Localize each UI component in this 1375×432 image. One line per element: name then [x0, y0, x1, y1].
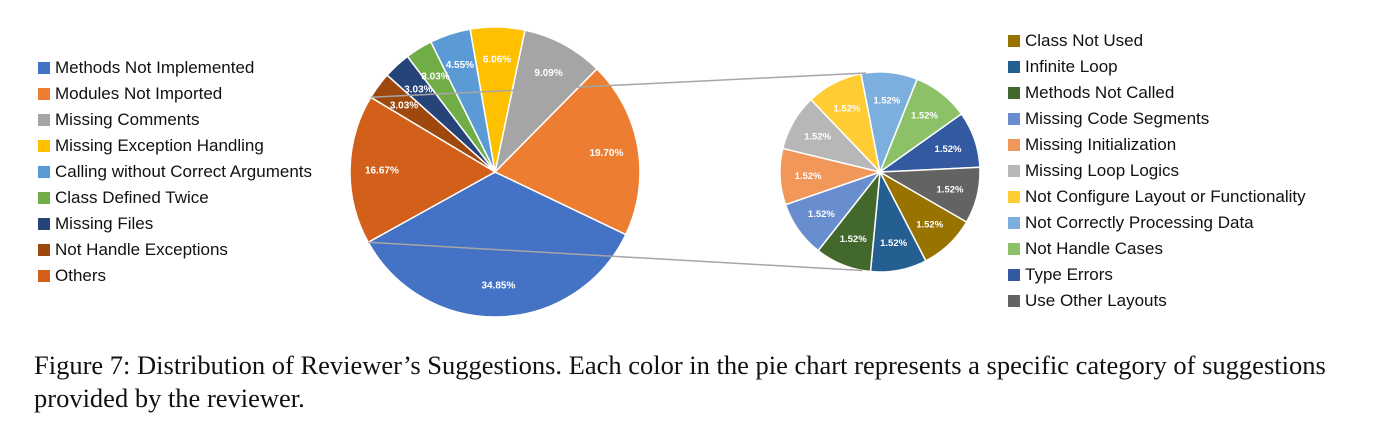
others-legend-label: Missing Code Segments	[1025, 109, 1210, 128]
connector-line-top	[370, 72, 867, 99]
others-legend-swatch	[1008, 113, 1020, 125]
main-legend-label: Missing Exception Handling	[55, 136, 264, 155]
others-legend-label: Missing Initialization	[1025, 135, 1177, 154]
others-legend-item-methods-not-called: Methods Not Called	[1008, 80, 1306, 106]
main-slice-methods-not-implemented	[367, 171, 627, 318]
others-legend-item-type-errors: Type Errors	[1008, 262, 1306, 288]
main-value-label-class-defined-twice: 3.03%	[421, 71, 449, 82]
main-legend-swatch	[38, 88, 50, 100]
main-legend-swatch	[38, 218, 50, 230]
others-value-label-type-errors: 1.52%	[935, 144, 962, 155]
main-legend-swatch	[38, 270, 50, 282]
main-slice-modules-not-imported	[493, 67, 641, 236]
main-value-label-modules-not-imported: 19.70%	[589, 148, 623, 159]
others-value-label-missing-code-segments: 1.52%	[808, 209, 835, 220]
others-legend-label: Not Correctly Processing Data	[1025, 213, 1254, 232]
others-value-label-not-configure-layout-or-functionality: 1.52%	[834, 103, 861, 114]
others-legend-swatch	[1008, 269, 1020, 281]
main-legend-swatch	[38, 140, 50, 152]
main-legend-item-modules-not-imported: Modules Not Imported	[38, 81, 312, 107]
main-slice-missing-comments	[493, 29, 598, 175]
main-legend-item-calling-without-correct-arguments: Calling without Correct Arguments	[38, 159, 312, 185]
main-legend-label: Missing Comments	[55, 110, 200, 129]
main-value-label-methods-not-implemented: 34.85%	[481, 281, 515, 292]
others-legend-label: Missing Loop Logics	[1025, 161, 1180, 180]
others-legend-item-not-configure-layout-or-functionality: Not Configure Layout or Functionality	[1008, 184, 1306, 210]
others-legend-item-missing-loop-logics: Missing Loop Logics	[1008, 158, 1306, 184]
others-legend-swatch	[1008, 191, 1020, 203]
others-value-label-not-correctly-processing-data: 1.52%	[873, 96, 900, 107]
others-legend-label: Not Handle Cases	[1025, 239, 1163, 258]
main-value-label-calling-without-correct-arguments: 4.55%	[446, 60, 474, 71]
main-value-label-missing-exception-handling: 6.06%	[483, 54, 511, 65]
others-value-label-methods-not-called: 1.52%	[840, 234, 867, 245]
others-legend-item-infinite-loop: Infinite Loop	[1008, 54, 1306, 80]
others-legend-label: Not Configure Layout or Functionality	[1025, 187, 1306, 206]
others-legend-item-missing-code-segments: Missing Code Segments	[1008, 106, 1306, 132]
main-legend-label: Class Defined Twice	[55, 188, 209, 207]
main-value-label-missing-files: 3.03%	[404, 84, 432, 95]
others-value-label-missing-initialization: 1.52%	[795, 171, 822, 182]
others-legend-swatch	[1008, 61, 1020, 73]
others-legend-label: Type Errors	[1025, 265, 1113, 284]
others-legend-swatch	[1008, 295, 1020, 307]
others-value-label-use-other-layouts: 1.52%	[937, 184, 964, 195]
others-legend-label: Infinite Loop	[1025, 57, 1118, 76]
others-legend-swatch	[1008, 243, 1020, 255]
others-value-label-infinite-loop: 1.52%	[880, 238, 907, 249]
others-legend-swatch	[1008, 139, 1020, 151]
main-legend-item-missing-comments: Missing Comments	[38, 107, 312, 133]
others-legend-item-use-other-layouts: Use Other Layouts	[1008, 288, 1306, 314]
others-pie-legend: Class Not Used Infinite Loop Methods Not C…	[1008, 28, 1306, 314]
others-legend-item-class-not-used: Class Not Used	[1008, 28, 1306, 54]
main-legend-item-methods-not-implemented: Methods Not Implemented	[38, 55, 312, 81]
others-legend-swatch	[1008, 165, 1020, 177]
main-legend-item-others: Others	[38, 263, 312, 289]
main-value-label-not-handle-exceptions: 3.03%	[390, 100, 418, 111]
main-legend-label: Methods Not Implemented	[55, 58, 255, 77]
main-value-label-missing-comments: 9.09%	[534, 68, 562, 79]
main-pie-legend: Methods Not Implemented Modules Not Impor…	[38, 55, 312, 289]
others-legend-label: Class Not Used	[1025, 31, 1144, 50]
main-legend-item-not-handle-exceptions: Not Handle Exceptions	[38, 237, 312, 263]
main-legend-label: Calling without Correct Arguments	[55, 162, 313, 181]
main-legend-label: Others	[55, 266, 107, 285]
others-legend-swatch	[1008, 217, 1020, 229]
main-legend-item-missing-files: Missing Files	[38, 211, 312, 237]
connector-line-bottom	[368, 241, 863, 272]
others-value-label-class-not-used: 1.52%	[916, 219, 943, 230]
main-legend-swatch	[38, 62, 50, 74]
others-value-label-not-handle-cases: 1.52%	[911, 111, 938, 122]
main-legend-swatch	[38, 166, 50, 178]
others-legend-label: Use Other Layouts	[1025, 291, 1167, 310]
others-legend-item-not-handle-cases: Not Handle Cases	[1008, 236, 1306, 262]
others-legend-item-not-correctly-processing-data: Not Correctly Processing Data	[1008, 210, 1306, 236]
main-legend-swatch	[38, 192, 50, 204]
main-legend-item-missing-exception-handling: Missing Exception Handling	[38, 133, 312, 159]
main-legend-label: Modules Not Imported	[55, 84, 223, 103]
others-legend-label: Methods Not Called	[1025, 83, 1175, 102]
main-legend-item-class-defined-twice: Class Defined Twice	[38, 185, 312, 211]
main-legend-swatch	[38, 114, 50, 126]
others-slice-use-other-layouts	[877, 166, 981, 224]
main-slice-others	[349, 96, 497, 244]
main-legend-label: Missing Files	[55, 214, 154, 233]
main-legend-label: Not Handle Exceptions	[55, 240, 228, 259]
others-legend-swatch	[1008, 87, 1020, 99]
others-legend-swatch	[1008, 35, 1020, 47]
main-value-label-others: 16.67%	[365, 166, 399, 177]
figure-caption: Figure 7: Distribution of Reviewer’s Sug…	[34, 350, 1326, 413]
others-value-label-missing-loop-logics: 1.52%	[804, 131, 831, 142]
main-legend-swatch	[38, 244, 50, 256]
pie-of-pie-chart: 34.85%19.70%9.09%6.06%4.55%3.03%3.03%3.0…	[349, 26, 981, 318]
others-legend-item-missing-initialization: Missing Initialization	[1008, 132, 1306, 158]
